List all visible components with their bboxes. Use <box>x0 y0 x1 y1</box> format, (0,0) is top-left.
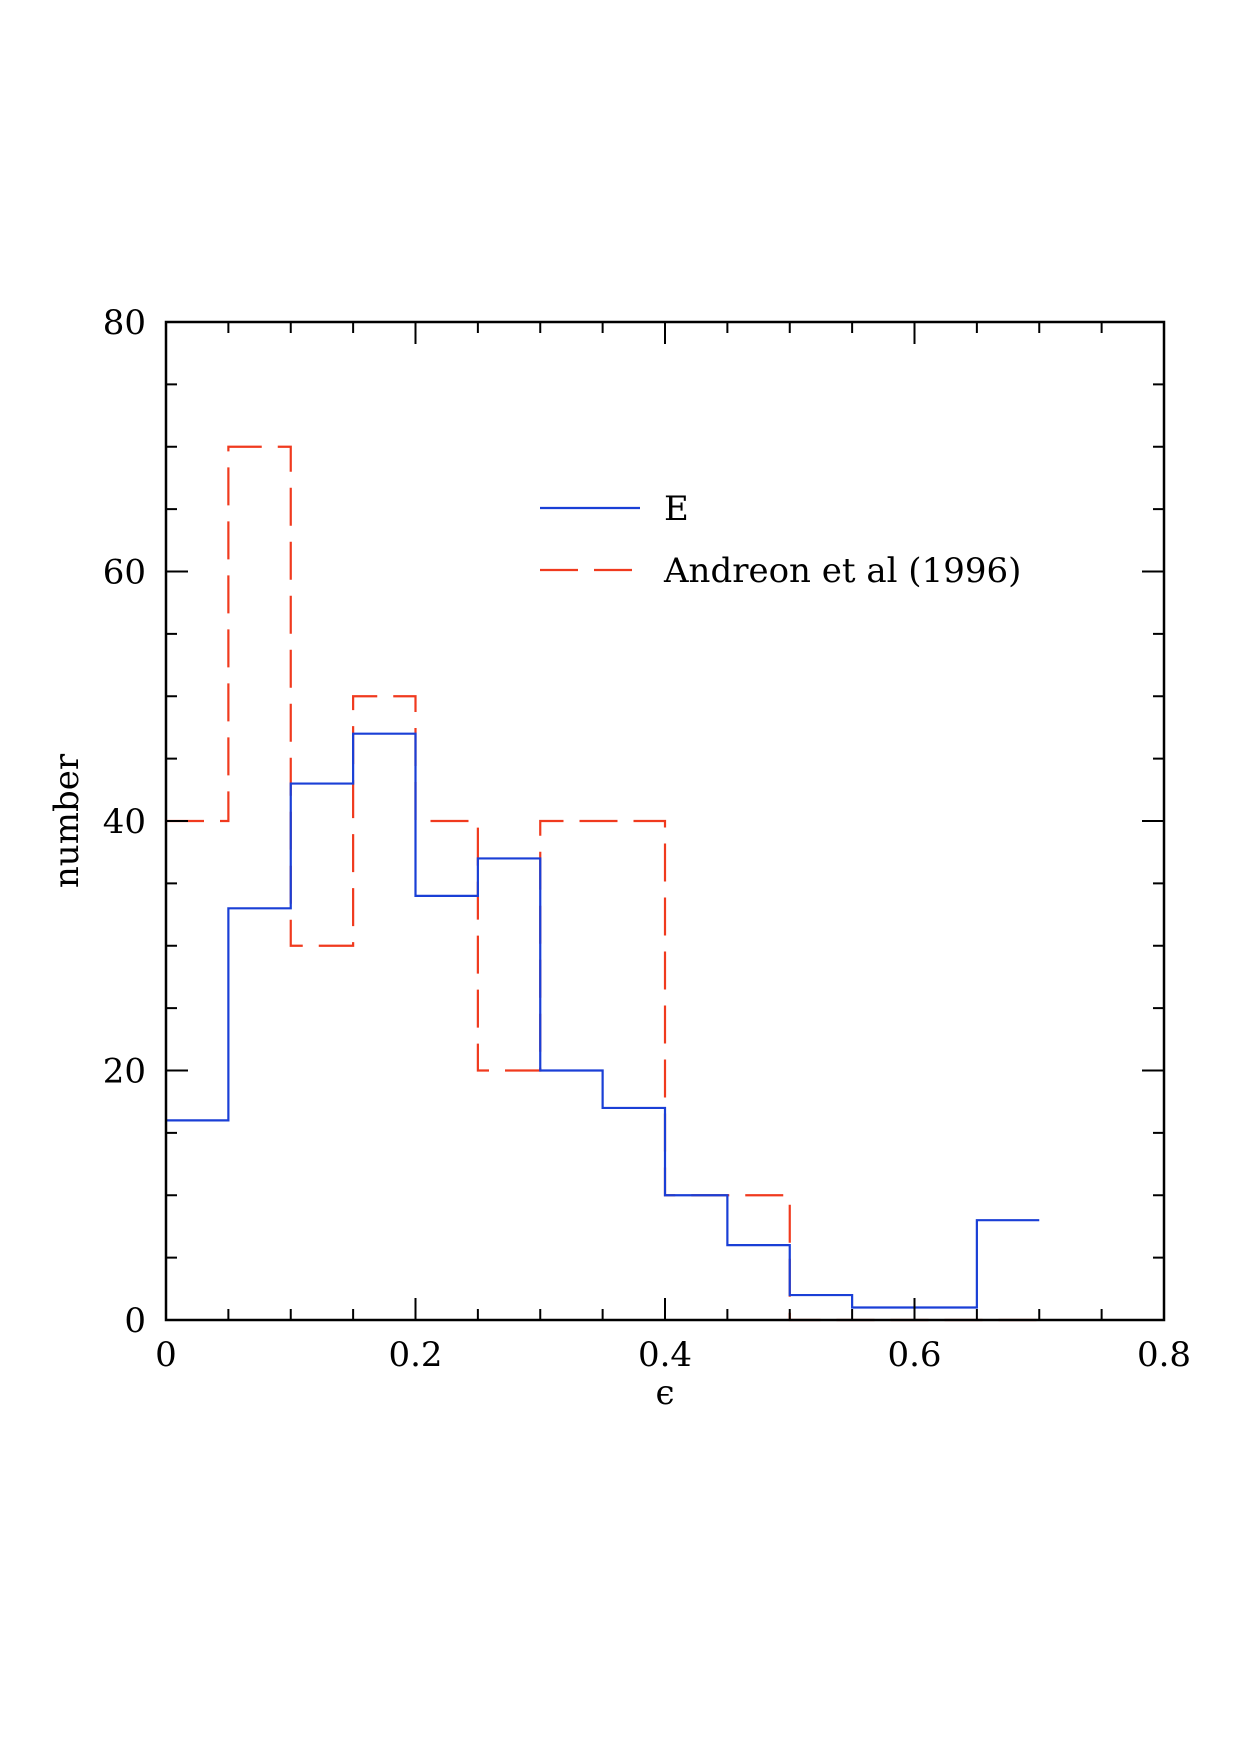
y-axis-label: number <box>47 753 87 888</box>
y-tick-label: 20 <box>103 1052 146 1092</box>
x-tick-label: 0 <box>155 1335 177 1375</box>
ticks-layer <box>165 321 1165 1321</box>
legend-label-andreon: Andreon et al (1996) <box>663 551 1021 591</box>
x-tick-label: 0.2 <box>388 1335 442 1375</box>
legend: E Andreon et al (1996) <box>540 489 1021 591</box>
y-tick-label: 60 <box>103 553 146 593</box>
x-axis-label: ϵ <box>655 1373 674 1413</box>
x-tick-label: 0.8 <box>1137 1335 1191 1375</box>
y-tick-label: 40 <box>103 802 146 842</box>
legend-label-e: E <box>664 489 689 529</box>
x-tick-label: 0.4 <box>638 1335 692 1375</box>
y-tick-label: 80 <box>103 303 146 343</box>
x-tick-label: 0.6 <box>887 1335 941 1375</box>
y-tick-labels: 0 20 40 60 80 <box>103 303 146 1341</box>
x-tick-labels: 0 0.2 0.4 0.6 0.8 <box>155 1335 1191 1375</box>
series-line-e <box>166 732 1040 1309</box>
y-tick-label: 0 <box>124 1301 146 1341</box>
